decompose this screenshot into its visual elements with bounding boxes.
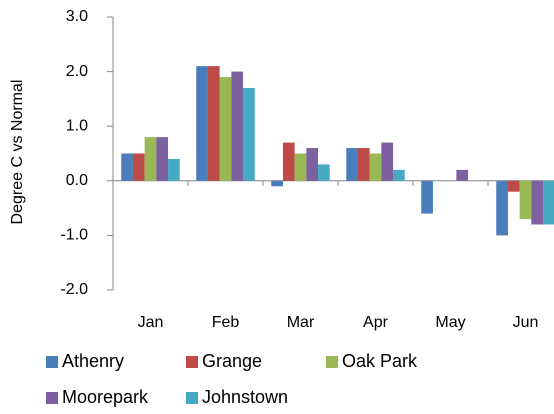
- legend-swatch: [326, 356, 338, 368]
- y-tick-label: 0.0: [66, 172, 88, 189]
- bar: [346, 148, 358, 181]
- bar: [243, 87, 255, 181]
- bar: [144, 137, 157, 181]
- legend-swatch: [46, 392, 58, 404]
- bar: [381, 142, 394, 181]
- bar: [132, 153, 145, 181]
- bar: [156, 137, 169, 181]
- y-tick-label: 3.0: [66, 8, 88, 25]
- legend-label: Johnstown: [202, 387, 288, 407]
- bar: [196, 66, 208, 181]
- x-tick-label: May: [435, 314, 465, 331]
- legend-label: Oak Park: [342, 351, 418, 371]
- y-tick-label: 2.0: [66, 63, 88, 80]
- bar: [121, 153, 133, 181]
- y-tick-label: 1.0: [66, 117, 88, 134]
- x-tick-label: Feb: [212, 314, 240, 331]
- bar: [219, 77, 232, 181]
- bar: [531, 180, 544, 225]
- bar: [369, 153, 382, 181]
- x-tick-label: Apr: [363, 314, 389, 331]
- y-axis-label: Degree C vs Normal: [9, 80, 26, 225]
- legend-swatch: [186, 356, 198, 368]
- bar: [207, 66, 220, 181]
- bar: [271, 180, 283, 187]
- legend-swatch: [46, 356, 58, 368]
- bar: [543, 180, 554, 225]
- bar: [306, 148, 319, 181]
- bar: [231, 71, 244, 181]
- bar: [496, 180, 508, 236]
- bar: [357, 148, 370, 181]
- legend-label: Athenry: [62, 351, 124, 371]
- y-tick-label: -1.0: [60, 227, 88, 244]
- bar: [393, 169, 405, 181]
- x-tick-label: Jan: [138, 314, 164, 331]
- y-tick-label: -2.0: [60, 281, 88, 298]
- bar: [507, 180, 520, 192]
- bar: [168, 158, 180, 181]
- bar: [294, 153, 307, 181]
- bar: [282, 142, 295, 181]
- bar: [519, 180, 532, 220]
- legend-swatch: [186, 392, 198, 404]
- legend-label: Moorepark: [62, 387, 149, 407]
- bar: [421, 180, 433, 214]
- bar: [456, 169, 469, 181]
- legend-label: Grange: [202, 351, 262, 371]
- bar: [318, 164, 330, 181]
- x-tick-label: Jun: [513, 314, 539, 331]
- x-tick-label: Mar: [287, 314, 315, 331]
